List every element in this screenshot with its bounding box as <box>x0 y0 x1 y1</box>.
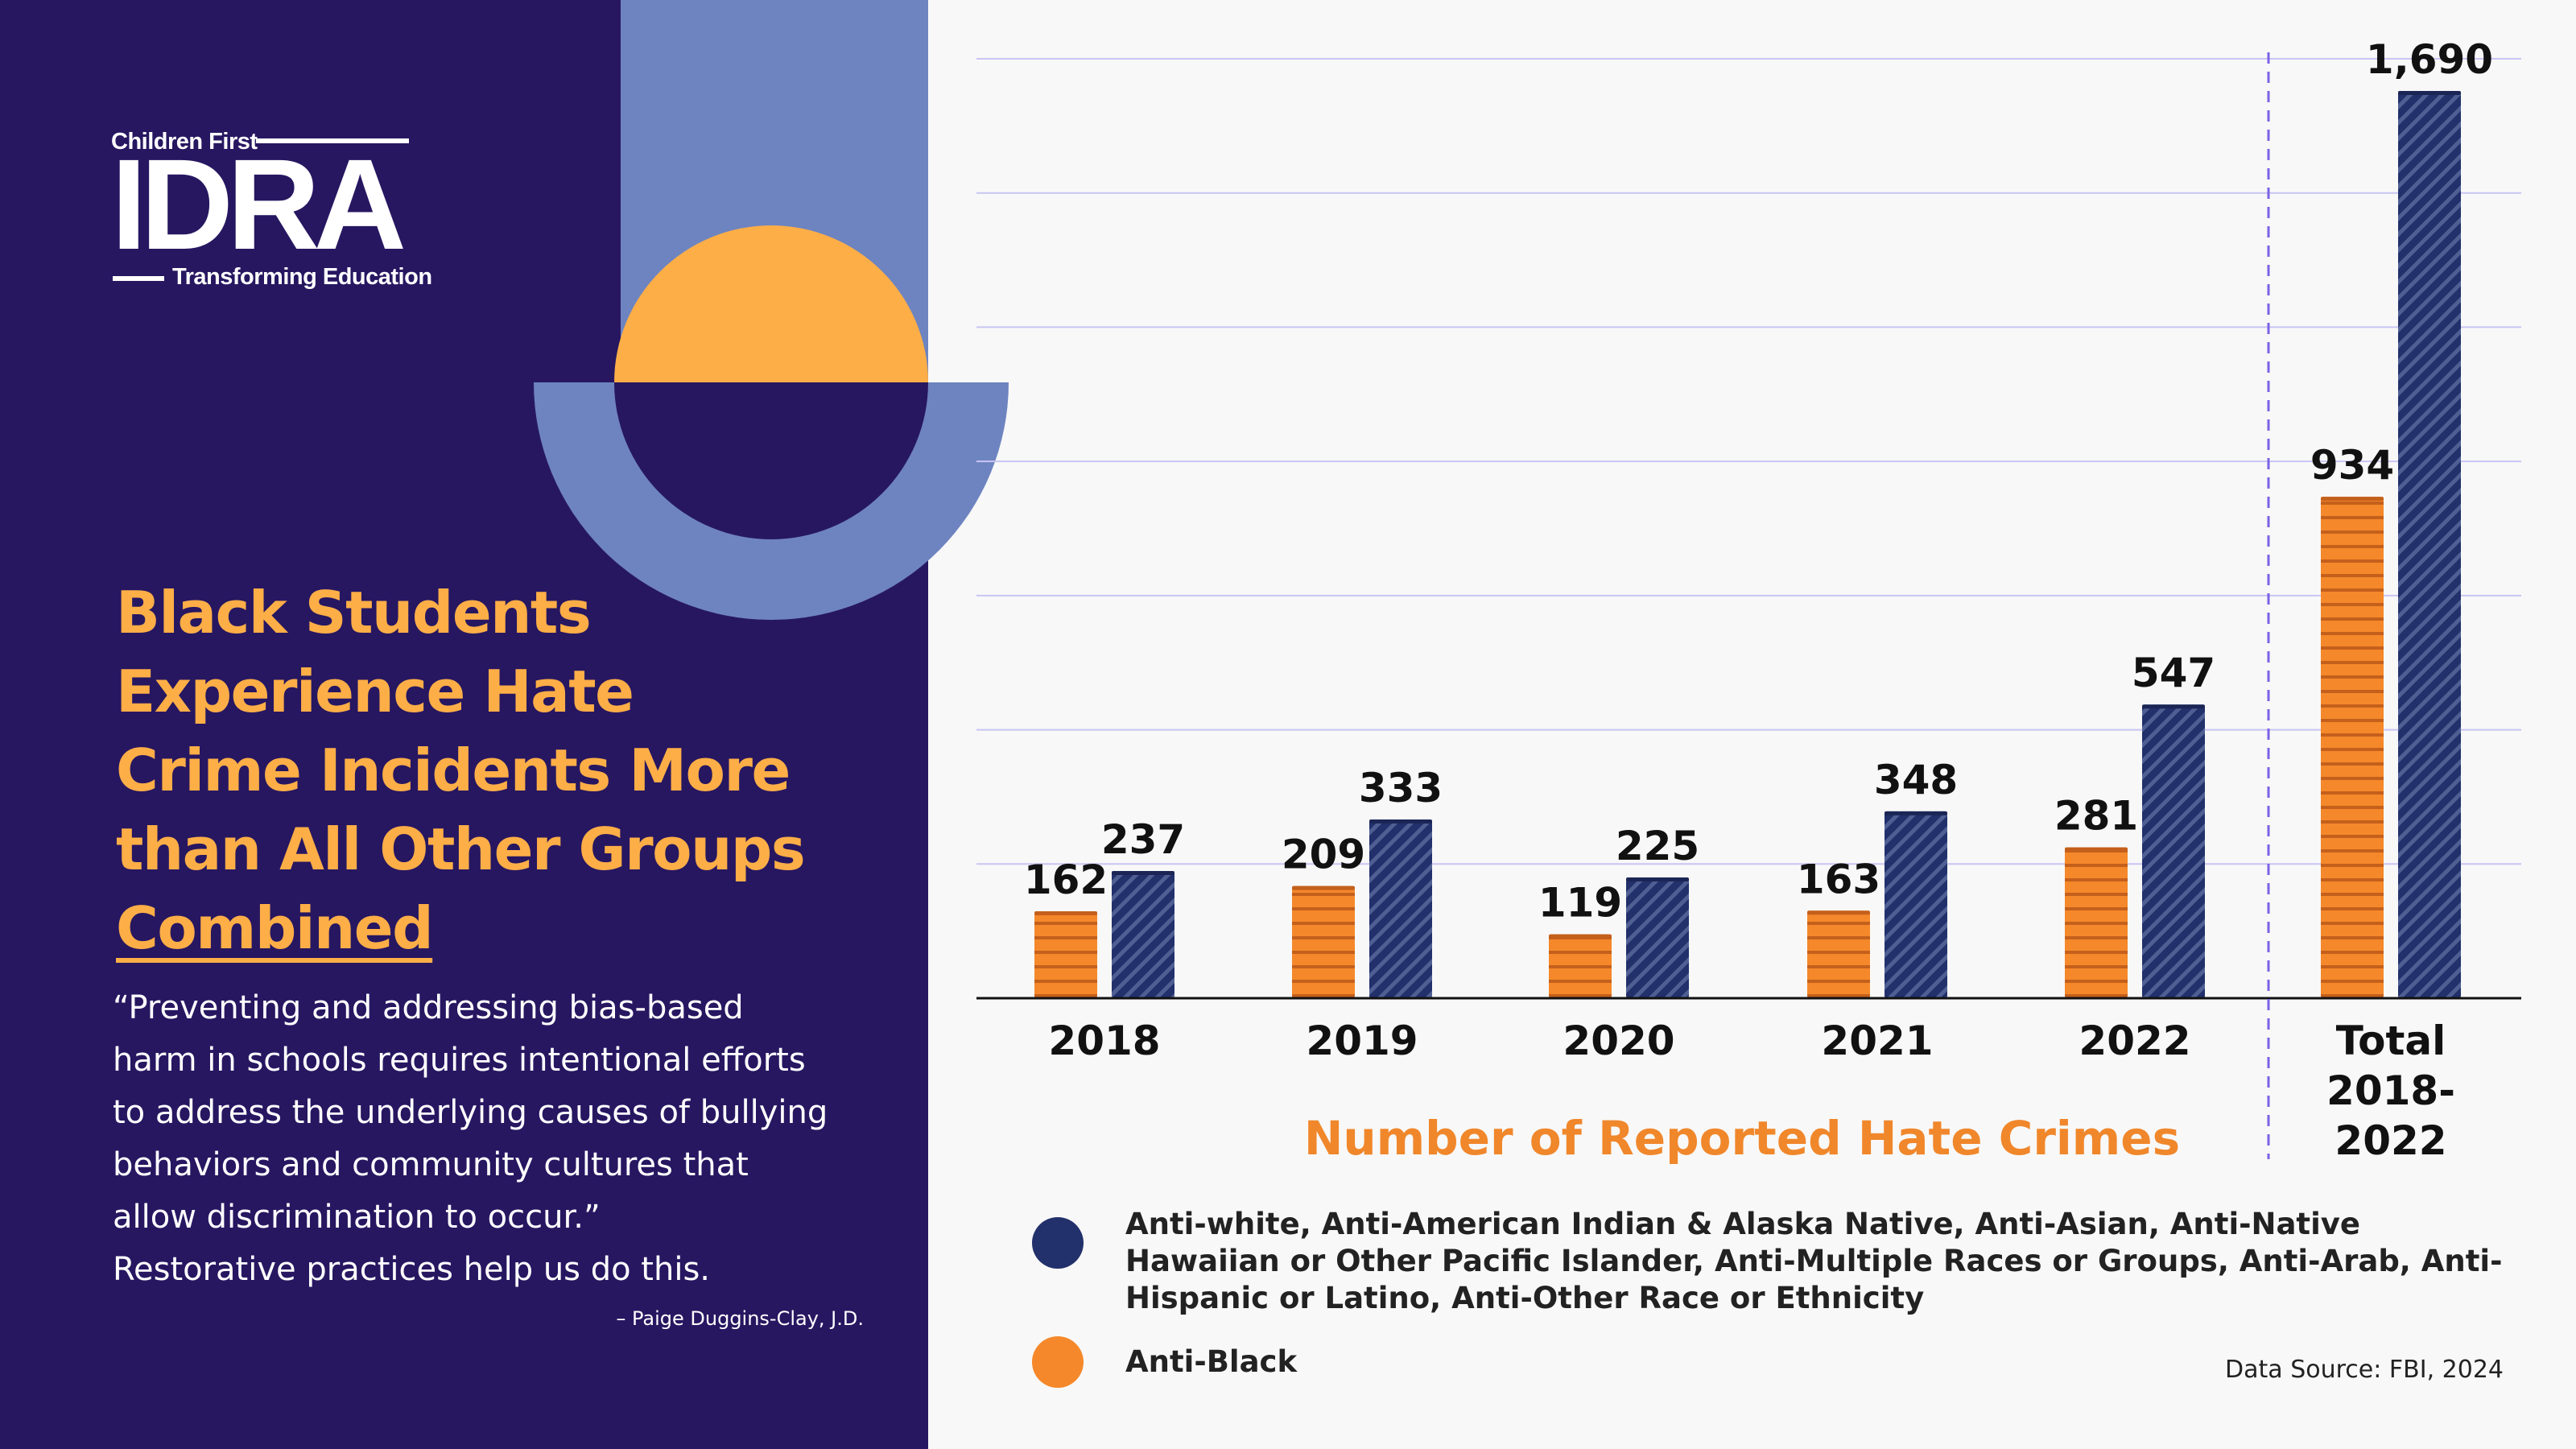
value-label-other-groups: 348 <box>1874 757 1958 803</box>
data-source: Data Source: FBI, 2024 <box>2225 1356 2504 1384</box>
x-tick-label-line: 2022 <box>2079 1018 2190 1064</box>
value-label-other-groups: 237 <box>1101 816 1185 863</box>
title-line: than All Other Groups <box>116 815 806 883</box>
bar-other-groups-cap <box>2142 704 2205 709</box>
value-label-anti-black: 281 <box>2054 793 2138 840</box>
bar-anti-black-cap <box>1292 886 1355 890</box>
quote-text: “Preventing and addressing bias-based ha… <box>113 989 828 1288</box>
title-line: Crime Incidents More <box>116 737 791 804</box>
bar-other-groups <box>2398 91 2461 999</box>
title-line: Experience Hate <box>116 658 634 725</box>
bar-anti-black <box>2065 847 2128 998</box>
x-tick-label: Total 2018-2022 <box>2326 1018 2455 1164</box>
logo-tagline-top: Children First <box>111 129 258 155</box>
title-line: Black Students <box>116 579 592 646</box>
bar-anti-black <box>1034 910 1097 998</box>
bar-other-groups-cap <box>2398 91 2461 96</box>
value-label-anti-black: 119 <box>1538 880 1622 927</box>
x-tick-label-line: 2021 <box>1821 1018 1933 1064</box>
quote-author: – Paige Duggins-Clay, J.D. <box>616 1307 864 1330</box>
bar-other-groups <box>1112 870 1174 998</box>
logo-rule-bottom <box>113 276 164 281</box>
idra-logo: Children First IDRA Transforming Educati… <box>111 129 432 294</box>
bar-other-groups-cap <box>1112 870 1174 875</box>
x-tick-label-line: Total <box>2336 1018 2446 1064</box>
legend-swatch-anti-black <box>1032 1336 1084 1388</box>
value-label-anti-black: 209 <box>1282 832 1365 878</box>
value-label-other-groups: 547 <box>2132 650 2215 696</box>
bar-anti-black-cap <box>2065 847 2128 852</box>
value-label-anti-black: 162 <box>1024 857 1108 903</box>
x-tick-label: 2020 <box>1563 1018 1674 1064</box>
value-label-anti-black: 163 <box>1797 856 1880 902</box>
bar-other-groups <box>2142 704 2205 998</box>
bar-anti-black <box>1807 910 1870 998</box>
bar-other-groups <box>1369 819 1432 998</box>
bar-other-groups <box>1885 811 1947 998</box>
logo-wordmark: IDRA <box>111 132 407 276</box>
bar-other-groups-cap <box>1626 877 1689 881</box>
bar-anti-black-cap <box>1034 910 1097 915</box>
bar-other-groups-cap <box>1885 811 1947 815</box>
legend-swatch-other-groups <box>1032 1217 1084 1269</box>
x-tick-label: 2021 <box>1821 1018 1933 1064</box>
page-title: Black Students Experience Hate Crime Inc… <box>116 573 905 968</box>
legend-label-other-groups: Anti-white, Anti-American Indian & Alask… <box>1125 1207 2503 1315</box>
x-tick-label-line: 2022 <box>2334 1117 2446 1164</box>
bar-anti-black <box>1292 886 1355 998</box>
logo-rule-top <box>256 138 409 143</box>
x-tick-label-line: 2018 <box>1048 1018 1160 1064</box>
x-tick-label-line: 2019 <box>1306 1018 1418 1064</box>
legend-label-anti-black: Anti-Black <box>1125 1344 1298 1379</box>
x-tick-label-line: 2018- <box>2326 1067 2455 1114</box>
x-tick-label-line: 2020 <box>1563 1018 1674 1064</box>
bar-anti-black-cap <box>1807 910 1870 915</box>
title-underlined-word: Combined <box>116 894 434 962</box>
decorative-shapes <box>534 225 1009 620</box>
title-line-underlined: Combined <box>116 889 905 968</box>
bar-anti-black-cap <box>2321 497 2384 502</box>
bar-anti-black-cap <box>1549 934 1612 939</box>
logo-tagline-bottom: Transforming Education <box>172 264 432 290</box>
bar-anti-black <box>2321 497 2384 998</box>
x-tick-labels: 2018 2019 2020 2021 2022 Total 2018-2022 <box>1048 1018 2455 1164</box>
decorative-navy-half-circle <box>614 382 928 539</box>
bar-other-groups-cap <box>1369 819 1432 824</box>
x-tick-label: 2019 <box>1306 1018 1418 1064</box>
bar-other-groups <box>1626 877 1689 998</box>
x-axis-title: Number of Reported Hate Crimes <box>1304 1111 2180 1166</box>
x-tick-label: 2018 <box>1048 1018 1160 1064</box>
value-label-other-groups: 225 <box>1616 823 1699 869</box>
bars <box>1034 91 2461 999</box>
value-label-other-groups: 1,690 <box>2366 36 2493 83</box>
x-tick-label: 2022 <box>2079 1018 2190 1064</box>
gridlines <box>976 58 2521 865</box>
bar-anti-black <box>1549 934 1612 998</box>
value-label-other-groups: 333 <box>1359 765 1443 811</box>
decorative-orange-half-circle <box>614 225 928 382</box>
value-label-anti-black: 934 <box>2310 442 2394 489</box>
